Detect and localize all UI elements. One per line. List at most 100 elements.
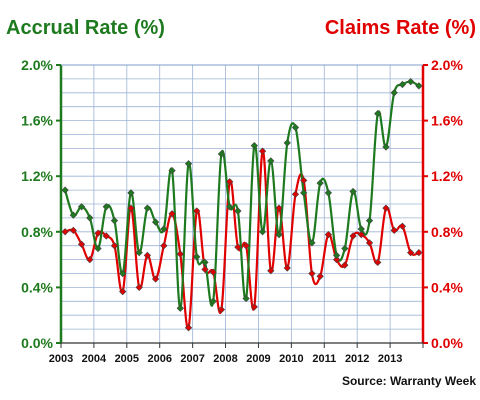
data-point-claims [267, 267, 275, 275]
data-point-accrual [184, 160, 193, 168]
data-point-claims [308, 269, 316, 278]
left-tick-label: 0.0% [21, 335, 53, 351]
data-point-accrual [357, 225, 365, 233]
data-point-claims [143, 251, 152, 260]
data-point-accrual [127, 189, 135, 197]
y-ticks: 0.0% 0.0% 0.4% 0.4% 0.8% 0.8% 1.2% 1.2% 1.6% 1.6%… [21, 57, 463, 351]
data-point-accrual [349, 187, 357, 196]
data-point-accrual [226, 203, 234, 211]
data-point-accrual [242, 294, 250, 303]
data-point-accrual [135, 249, 143, 257]
data-point-claims [341, 261, 349, 269]
data-point-claims [415, 249, 423, 257]
x-tick-label: 2012 [345, 353, 369, 365]
data-point-accrual [94, 244, 102, 253]
source-note: Source: Warranty Week [342, 374, 476, 388]
data-point-claims [201, 265, 209, 273]
data-point-claims [234, 243, 242, 251]
data-point-claims [374, 258, 382, 267]
data-point-accrual [390, 89, 398, 97]
x-tick-label: 2003 [49, 353, 73, 365]
right-axis-title: Claims Rate (%) [325, 17, 476, 39]
data-point-claims [242, 242, 250, 250]
data-point-accrual [341, 244, 349, 253]
data-point-claims [217, 306, 226, 314]
data-point-claims [250, 303, 258, 311]
data-point-claims [193, 207, 201, 215]
x-tick-label: 2008 [213, 353, 237, 365]
data-point-accrual [365, 217, 374, 225]
data-point-claims [390, 226, 398, 235]
x-tick-label: 2013 [378, 353, 402, 365]
data-point-claims [357, 230, 365, 239]
data-point-claims [176, 250, 184, 258]
data-point-claims [86, 255, 94, 264]
left-axis-title: Accrual Rate (%) [6, 17, 165, 39]
left-tick-label: 2.0% [21, 57, 53, 73]
data-point-claims [332, 255, 341, 264]
data-point-accrual [193, 253, 201, 261]
x-ticks: 2003 2004 2005 2006 2007 2008 2009 2010 2011 2012… [49, 343, 424, 365]
x-tick-label: 2010 [279, 353, 303, 365]
data-point-claims [300, 176, 308, 184]
data-point-accrual [250, 141, 258, 150]
data-point-claims [398, 222, 407, 230]
data-point-claims [110, 242, 119, 250]
grid [61, 65, 423, 343]
data-point-claims [160, 242, 168, 250]
x-tick-label: 2004 [82, 353, 107, 365]
data-point-accrual [176, 304, 184, 312]
data-point-accrual [160, 225, 168, 233]
data-point-accrual [407, 78, 415, 86]
data-point-accrual [209, 297, 217, 305]
data-point-claims [349, 232, 357, 240]
data-point-claims [226, 178, 234, 186]
left-tick-label: 0.8% [21, 224, 53, 240]
right-tick-label: 0.8% [431, 224, 463, 240]
data-point-accrual [415, 82, 423, 90]
data-point-claims [151, 275, 160, 283]
data-point-claims [61, 228, 69, 236]
data-point-accrual [283, 139, 291, 147]
x-tick-label: 2005 [115, 353, 139, 365]
data-point-claims [94, 229, 102, 237]
data-point-accrual [168, 167, 176, 175]
data-point-accrual [102, 203, 110, 211]
series-lines [64, 80, 420, 330]
data-point-accrual [382, 143, 390, 151]
data-point-claims [316, 272, 324, 280]
data-point-accrual [234, 207, 242, 215]
data-point-accrual [324, 189, 333, 197]
data-point-claims [69, 226, 77, 235]
series-points [61, 78, 423, 332]
data-point-accrual [143, 204, 152, 212]
x-tick-label: 2006 [147, 353, 171, 365]
data-point-claims [324, 230, 333, 239]
right-tick-label: 0.0% [431, 335, 463, 351]
data-point-accrual [258, 228, 267, 236]
data-point-accrual [316, 179, 324, 187]
data-point-accrual [275, 230, 283, 239]
data-point-accrual [300, 189, 308, 197]
axes [59, 64, 425, 344]
x-tick-label: 2009 [246, 353, 270, 365]
data-point-claims [127, 204, 135, 212]
data-point-claims [168, 210, 176, 218]
data-point-accrual [201, 258, 209, 267]
x-tick-label: 2011 [312, 353, 336, 365]
data-point-claims [77, 240, 86, 248]
data-point-accrual [151, 218, 160, 226]
right-tick-label: 1.6% [431, 113, 463, 129]
data-point-claims [365, 239, 374, 247]
data-point-accrual [61, 186, 69, 194]
data-point-claims [275, 204, 283, 212]
data-point-claims [119, 287, 127, 296]
x-tick-label: 2007 [180, 353, 204, 365]
left-tick-label: 0.4% [21, 279, 53, 295]
data-point-accrual [86, 214, 94, 222]
right-tick-label: 2.0% [431, 57, 463, 73]
data-point-claims [209, 268, 217, 276]
data-point-claims [407, 249, 415, 257]
data-point-accrual [308, 239, 316, 247]
data-point-accrual [398, 80, 407, 89]
